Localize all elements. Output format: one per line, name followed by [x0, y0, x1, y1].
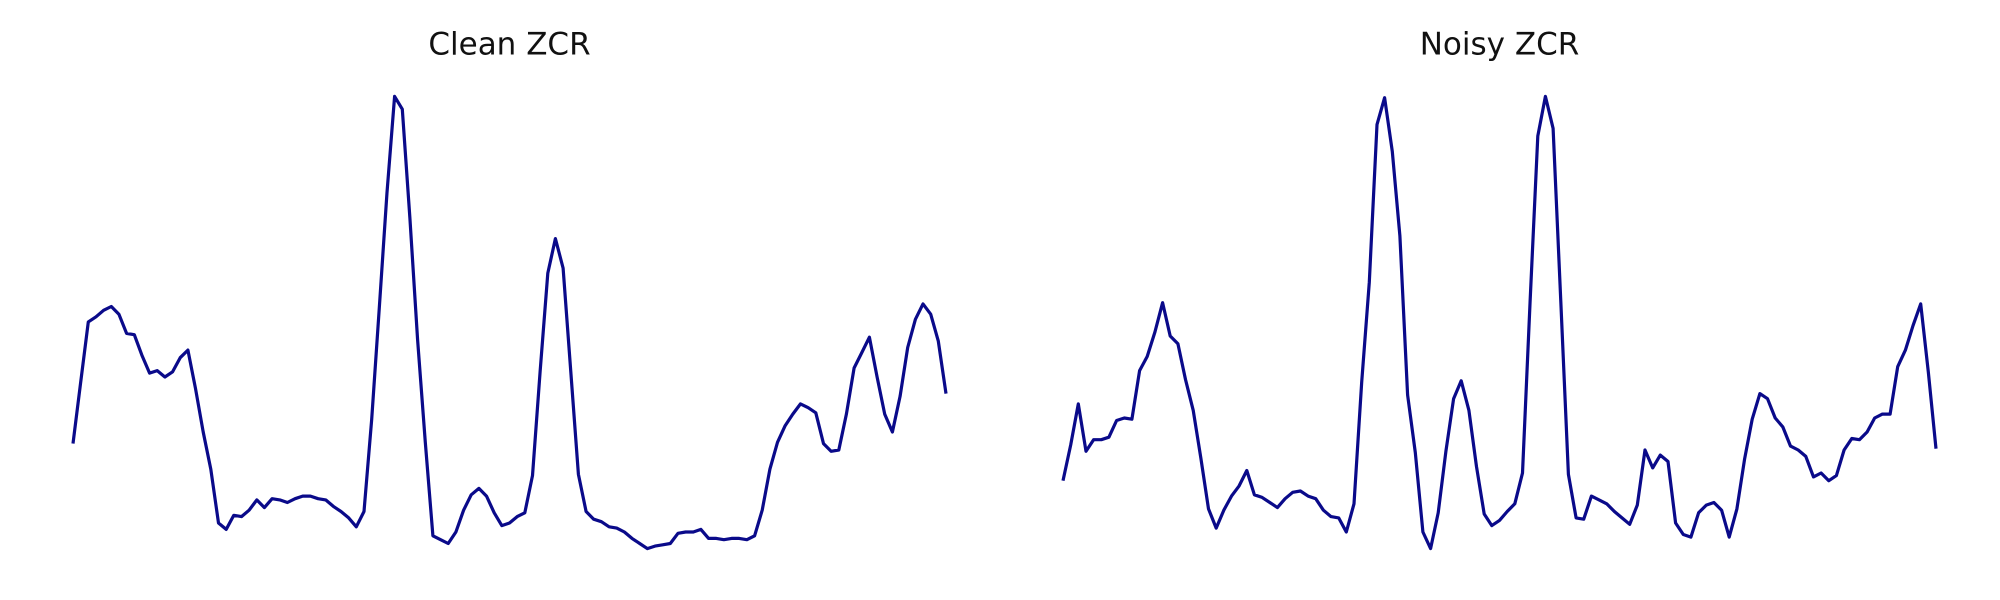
- line-series: [71, 94, 948, 551]
- chart-title: Noisy ZCR: [1420, 27, 1580, 63]
- line-series: [1061, 94, 1938, 551]
- chart-title: Clean ZCR: [428, 27, 590, 63]
